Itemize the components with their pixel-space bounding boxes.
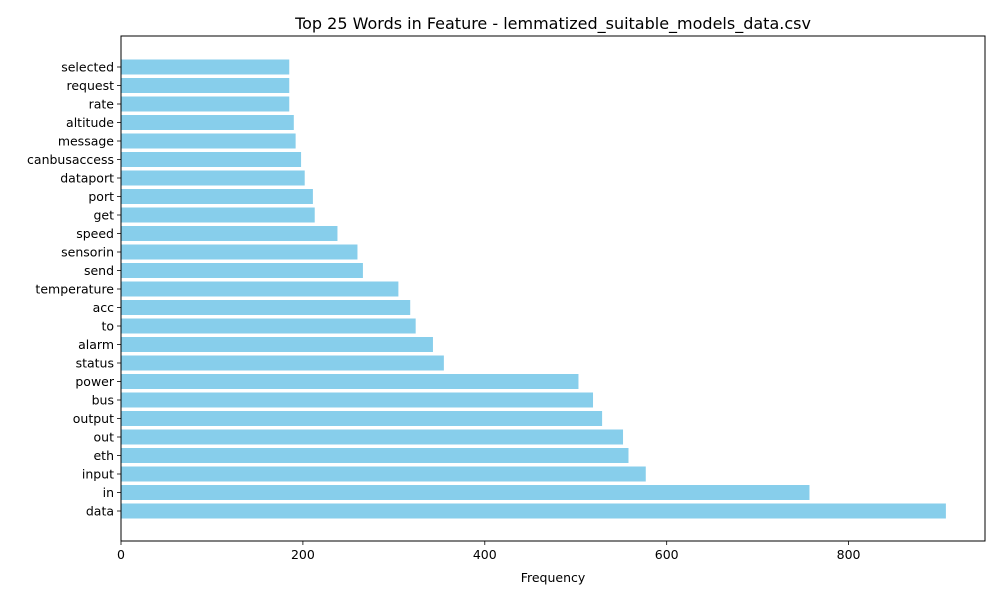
y-tick-label: out bbox=[94, 430, 115, 445]
bar-send bbox=[121, 263, 363, 278]
y-tick-label: acc bbox=[93, 300, 115, 315]
y-tick-label: altitude bbox=[66, 115, 114, 130]
y-tick-label: sensorin bbox=[61, 245, 114, 260]
bar-eth bbox=[121, 448, 629, 463]
y-tick-label: canbusaccess bbox=[27, 152, 114, 167]
y-tick-label: power bbox=[75, 374, 114, 389]
bar-data bbox=[121, 503, 946, 519]
bar-port bbox=[121, 189, 313, 204]
bar-out bbox=[121, 429, 624, 445]
y-tick-label: rate bbox=[89, 97, 115, 112]
y-tick-label: dataport bbox=[60, 171, 114, 186]
bar-temperature bbox=[121, 281, 399, 297]
y-tick-label: request bbox=[66, 78, 114, 93]
y-tick-label: send bbox=[84, 263, 114, 278]
y-tick-label: alarm bbox=[78, 337, 114, 352]
y-tick-label: port bbox=[88, 189, 114, 204]
bar-to bbox=[121, 318, 416, 334]
bar-power bbox=[121, 374, 579, 389]
y-tick-label: get bbox=[93, 208, 114, 223]
y-tick-label: to bbox=[101, 319, 114, 334]
bar-dataport bbox=[121, 170, 305, 186]
bar-sensorin bbox=[121, 244, 358, 260]
x-tick-label: 400 bbox=[473, 547, 497, 562]
bar-bus bbox=[121, 392, 594, 408]
y-tick-label: bus bbox=[92, 393, 114, 408]
y-tick-label: message bbox=[58, 134, 114, 149]
bar-request bbox=[121, 78, 290, 93]
bar-acc bbox=[121, 300, 411, 315]
x-tick-label: 600 bbox=[655, 547, 679, 562]
bars-group bbox=[121, 59, 946, 519]
y-axis-ticks: data in input eth out output bus power status ala… bbox=[27, 60, 121, 519]
y-tick-label: data bbox=[86, 504, 114, 519]
x-tick-label: 0 bbox=[117, 547, 125, 562]
bar-get bbox=[121, 207, 315, 223]
y-tick-label: eth bbox=[93, 448, 114, 463]
y-tick-label: speed bbox=[76, 226, 114, 241]
y-tick-label: temperature bbox=[35, 282, 114, 297]
bar-rate bbox=[121, 96, 290, 112]
bar-canbusaccess bbox=[121, 152, 302, 167]
bar-speed bbox=[121, 226, 338, 241]
x-axis-ticks: 0 200 400 600 800 bbox=[117, 541, 861, 562]
y-tick-label: status bbox=[76, 356, 114, 371]
x-axis-label: Frequency bbox=[521, 570, 586, 585]
y-tick-label: output bbox=[73, 411, 114, 426]
bar-in bbox=[121, 485, 810, 500]
y-tick-label: in bbox=[103, 485, 114, 500]
bar-message bbox=[121, 133, 296, 149]
bar-alarm bbox=[121, 337, 433, 352]
bar-status bbox=[121, 355, 444, 371]
y-tick-label: input bbox=[82, 467, 114, 482]
plot-frame bbox=[120, 35, 986, 542]
bar-selected bbox=[121, 59, 290, 75]
x-tick-label: 200 bbox=[291, 547, 315, 562]
bar-altitude bbox=[121, 115, 294, 130]
y-tick-label: selected bbox=[61, 60, 114, 75]
x-tick-label: 800 bbox=[837, 547, 861, 562]
chart-title: Top 25 Words in Feature - lemmatized_sui… bbox=[294, 14, 811, 34]
bar-output bbox=[121, 411, 603, 426]
bar-input bbox=[121, 466, 646, 482]
